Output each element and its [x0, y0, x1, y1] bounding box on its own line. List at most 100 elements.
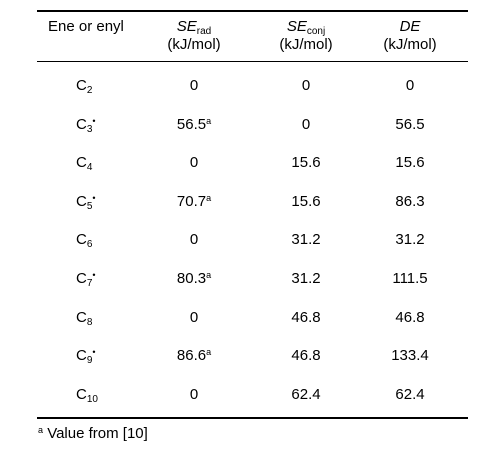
header-symbol: SE	[286, 18, 307, 35]
table-cell: 62.4	[246, 386, 366, 404]
cell-value: 56.5	[395, 115, 425, 133]
row-label: C9•	[76, 347, 96, 367]
label-subscript: 4	[86, 162, 93, 174]
label-base: C	[76, 308, 87, 326]
table-cell: 0	[246, 116, 366, 134]
footnote-ref: a	[206, 192, 212, 203]
radical-dot: •	[92, 347, 96, 358]
header-text: Ene or enyl	[48, 18, 124, 35]
radical-dot: •	[92, 270, 96, 280]
header-symbol: SE	[176, 18, 197, 35]
table-cell: 56.5a	[134, 116, 254, 134]
table-cell: 46.8	[350, 309, 470, 327]
table-cell: 31.2	[246, 231, 366, 249]
table-cell: 0	[134, 386, 254, 404]
table-cell: 31.2	[350, 231, 470, 249]
table-cell: 133.4	[350, 347, 470, 365]
table-cell: 0	[134, 77, 254, 95]
header-rule	[37, 61, 468, 62]
header-cell: SErad (kJ/mol)	[134, 18, 254, 54]
cell-value: 86.3	[395, 192, 425, 210]
label-base: C	[76, 231, 87, 249]
cell-value: 70.7	[176, 192, 207, 210]
cell-value: 0	[189, 154, 199, 172]
table-cell: 80.3a	[134, 270, 254, 288]
header-subscript: rad	[196, 26, 212, 37]
label-subscript: 9	[86, 355, 93, 367]
cell-value: 0	[189, 77, 199, 94]
label-subscript: 8	[86, 316, 93, 328]
footnote-text: Value from [10]	[47, 425, 148, 442]
header-cell: Ene or enyl	[48, 18, 124, 36]
cell-value: 15.6	[291, 192, 321, 210]
table-cell: 0	[246, 77, 366, 95]
cell-value: 15.6	[395, 154, 425, 172]
table-cell: 111.5	[350, 270, 470, 288]
cell-value: 56.5	[176, 115, 207, 133]
label-base: C	[76, 192, 87, 210]
radical-dot: •	[92, 192, 96, 203]
cell-value: 46.8	[395, 308, 425, 326]
label-subscript: 6	[86, 239, 93, 251]
cell-value: 80.3	[176, 270, 207, 287]
table-cell: 0	[350, 77, 470, 95]
label-base: C	[76, 270, 87, 287]
cell-value: 31.2	[291, 270, 321, 287]
label-subscript: 2	[86, 85, 93, 96]
cell-value: 0	[189, 308, 199, 326]
row-label: C10	[76, 385, 98, 405]
cell-value: 0	[189, 385, 199, 403]
label-base: C	[76, 154, 87, 172]
table-cell: 46.8	[246, 347, 366, 365]
cell-value: 86.6	[176, 347, 207, 365]
label-base: C	[76, 385, 87, 403]
row-label: C3•	[76, 115, 96, 135]
radical-dot: •	[92, 115, 96, 126]
header-cell: DE (kJ/mol)	[350, 18, 470, 54]
row-label: C2	[76, 77, 93, 96]
table-cell: 0	[134, 309, 254, 327]
cell-value: 0	[301, 115, 311, 133]
footnote-mark: a	[38, 425, 44, 435]
row-label: C5•	[76, 192, 96, 212]
label-base: C	[76, 115, 87, 133]
row-label: C6	[76, 231, 93, 251]
cell-value: 62.4	[291, 385, 321, 403]
cell-value: 31.2	[291, 231, 321, 249]
bottom-rule	[37, 417, 468, 419]
cell-value: 111.5	[392, 270, 428, 287]
table-cell: 0	[134, 154, 254, 172]
cell-value: 0	[405, 77, 415, 94]
cell-value: 0	[301, 77, 311, 94]
header-subscript: conj	[306, 26, 326, 37]
header-unit: (kJ/mol)	[279, 36, 333, 53]
table-cell: 31.2	[246, 270, 366, 288]
table-cell: 56.5	[350, 116, 470, 134]
table-cell: 86.3	[350, 193, 470, 211]
table-cell: 15.6	[350, 154, 470, 172]
cell-value: 46.8	[291, 308, 321, 326]
header-unit: (kJ/mol)	[383, 36, 437, 53]
table-cell: 15.6	[246, 154, 366, 172]
cell-value: 62.4	[395, 385, 425, 403]
row-label: C7•	[76, 270, 96, 289]
footnote-ref: a	[206, 115, 212, 126]
header-unit: (kJ/mol)	[167, 36, 221, 53]
label-base: C	[76, 77, 87, 94]
row-label: C8	[76, 308, 93, 328]
table-cell: 46.8	[246, 309, 366, 327]
top-rule	[37, 10, 468, 12]
table-cell: 86.6a	[134, 347, 254, 365]
table-cell: 62.4	[350, 386, 470, 404]
row-label: C4	[76, 154, 93, 174]
header-symbol: DE	[399, 18, 421, 35]
footnote: a Value from [10]	[38, 425, 148, 443]
table-cell: 0	[134, 231, 254, 249]
label-subscript: 5	[86, 200, 93, 212]
cell-value: 31.2	[395, 231, 425, 249]
cell-value: 46.8	[291, 347, 321, 365]
label-subscript: 10	[86, 393, 98, 405]
footnote-ref: a	[206, 347, 212, 358]
footnote-ref: a	[206, 270, 212, 280]
label-subscript: 3	[86, 123, 93, 135]
